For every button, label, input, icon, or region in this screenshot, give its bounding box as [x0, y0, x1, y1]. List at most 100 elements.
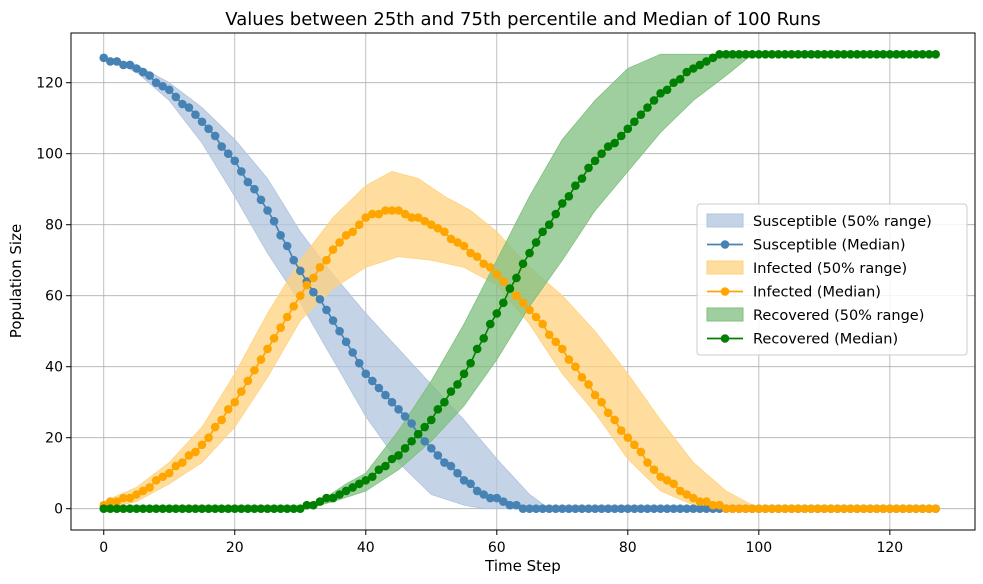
recovered-median-point — [767, 50, 777, 59]
recovered-median-point — [368, 472, 377, 482]
infected-median-point — [485, 263, 495, 272]
x-ticks: 0 20 40 60 80 100 120 — [99, 530, 903, 556]
infected-median-point — [237, 387, 246, 396]
y-tick-label: 100 — [36, 147, 63, 163]
infected-median-point — [584, 380, 593, 389]
recovered-median-point — [623, 124, 633, 134]
infected-median-point — [564, 355, 574, 364]
infected-median-point — [125, 493, 135, 503]
infected-median-point — [368, 209, 377, 219]
chart-title: Values between 25th and 75th percentile … — [225, 9, 820, 30]
recovered-median-point — [551, 209, 561, 219]
recovered-median-point — [164, 504, 174, 513]
infected-median-point — [728, 504, 737, 513]
recovered-median-point — [387, 454, 397, 464]
y-tick-label: 120 — [36, 76, 63, 92]
infected-median-point — [315, 263, 325, 272]
recovered-median-point — [715, 50, 724, 59]
susceptible-median-point — [164, 85, 174, 95]
infected-median-point — [551, 337, 561, 347]
recovered-median-point — [112, 504, 122, 513]
recovered-median-point — [564, 192, 574, 201]
susceptible-median-point — [571, 504, 580, 513]
infected-median-point — [302, 280, 312, 290]
susceptible-median-point — [695, 504, 705, 513]
recovered-median-point — [158, 504, 168, 513]
recovered-median-point — [872, 50, 882, 59]
infected-median-point — [158, 472, 168, 482]
infected-median-point — [846, 504, 855, 513]
recovered-median-point — [793, 50, 803, 59]
recovered-median-point — [217, 504, 226, 513]
susceptible-median-point — [322, 305, 331, 315]
susceptible-median-point — [289, 255, 299, 265]
x-axis-label: Time Step — [484, 557, 561, 575]
recovered-median-point — [852, 50, 862, 59]
susceptible-median-point — [119, 60, 128, 70]
susceptible-median-point — [400, 412, 410, 421]
recovered-median-point — [689, 64, 698, 73]
susceptible-median-point — [669, 504, 678, 513]
recovered-median-point — [394, 451, 403, 460]
susceptible-median-point — [551, 504, 561, 513]
recovered-median-point — [485, 319, 495, 329]
susceptible-median-point — [315, 294, 325, 304]
infected-median-point — [610, 415, 620, 425]
recovered-median-point — [721, 50, 731, 59]
infected-median-point — [387, 206, 397, 215]
susceptible-median-point — [407, 419, 416, 428]
susceptible-median-point — [145, 71, 154, 80]
susceptible-band-swatch — [706, 213, 744, 228]
recovered-median-point — [99, 504, 109, 513]
infected-median-point — [413, 213, 423, 222]
recovered-median-point — [381, 461, 390, 471]
susceptible-median-point — [171, 92, 181, 102]
recovered-median-point — [263, 504, 272, 513]
infected-median-point — [492, 270, 502, 279]
susceptible-median-point — [243, 177, 253, 187]
infected-median-point — [708, 500, 718, 510]
infected-median-point — [630, 440, 639, 450]
recovered-median-point — [924, 50, 934, 59]
infected-median-legend-label: Infected (Median) — [753, 285, 881, 301]
recovered-median-point — [348, 483, 357, 492]
recovered-median-point — [151, 504, 161, 513]
infected-median-point — [892, 504, 901, 513]
susceptible-median-point — [151, 78, 161, 87]
infected-median-point — [250, 365, 259, 375]
infected-median-point — [374, 209, 384, 219]
infected-median-point — [931, 504, 940, 513]
recovered-median-point — [204, 504, 213, 513]
susceptible-median-point — [158, 81, 168, 91]
infected-median-point — [479, 259, 489, 269]
recovered-median-point — [918, 50, 927, 59]
recovered-median-point — [747, 50, 757, 59]
recovered-median-point — [106, 504, 115, 513]
susceptible-median-point — [381, 390, 390, 400]
recovered-median-point — [813, 50, 823, 59]
recovered-median-point — [820, 50, 829, 59]
susceptible-median-point — [564, 504, 574, 513]
infected-median-point — [911, 504, 921, 513]
infected-median-point — [191, 447, 200, 457]
susceptible-median-point — [643, 504, 652, 513]
infected-median-point — [544, 330, 554, 340]
infected-median-point — [341, 231, 351, 240]
infected-median-point — [898, 504, 908, 513]
infected-median-point — [662, 476, 672, 485]
infected-median-point — [597, 397, 606, 407]
recovered-median-point — [315, 497, 325, 506]
infected-median-point — [603, 408, 613, 418]
recovered-median-point — [256, 504, 266, 513]
recovered-median-point — [630, 117, 639, 127]
recovered-median-point — [479, 334, 489, 343]
susceptible-median-point — [590, 504, 600, 513]
recovered-median-point — [223, 504, 233, 513]
infected-median-point — [106, 497, 115, 506]
recovered-median-point — [610, 138, 620, 148]
x-tick-label: 120 — [876, 540, 903, 556]
infected-median-point — [295, 291, 305, 301]
susceptible-median-point — [210, 131, 220, 141]
infected-median-point — [852, 504, 862, 513]
susceptible-median-point — [230, 156, 240, 166]
